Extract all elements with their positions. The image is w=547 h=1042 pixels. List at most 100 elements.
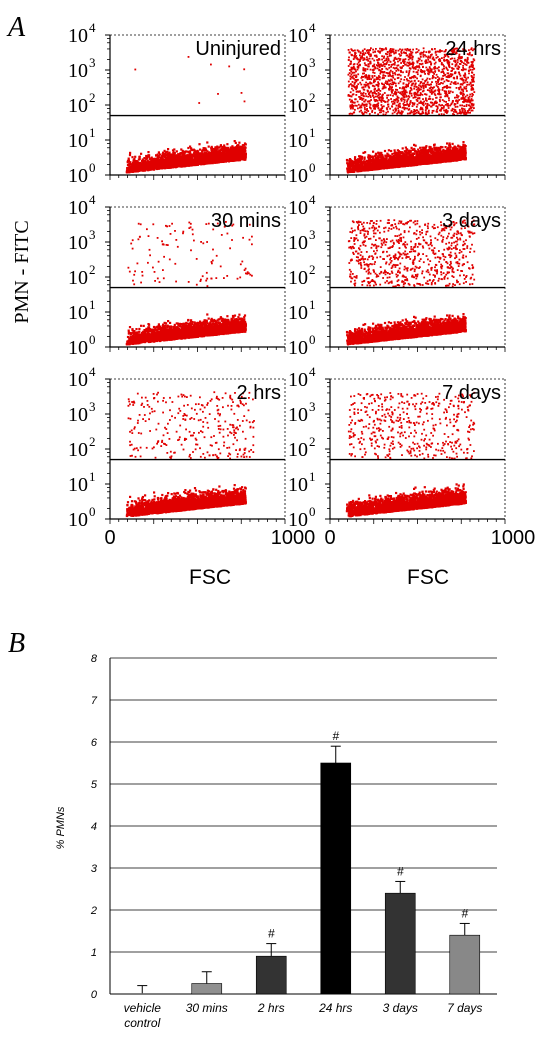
y-tick-exp: 0	[309, 332, 316, 347]
bar-category-label: 24 hrs	[318, 1001, 352, 1015]
y-tick-label: 10	[288, 95, 308, 117]
y-tick-exp: 3	[89, 55, 96, 70]
bar-y-tick-label: 6	[91, 737, 98, 749]
scatter-ylabel: PMN - FITC	[11, 220, 33, 323]
y-tick-label: 10	[288, 474, 308, 496]
y-tick-exp: 2	[89, 434, 96, 449]
y-tick-exp: 2	[309, 434, 316, 449]
y-tick-exp: 0	[89, 504, 96, 519]
y-tick-label: 10	[288, 509, 308, 531]
y-tick-label: 10	[288, 369, 308, 391]
y-tick-label: 10	[288, 439, 308, 461]
y-tick-exp: 3	[309, 227, 316, 242]
y-tick-label: 10	[68, 439, 88, 461]
bar-y-tick-label: 0	[91, 989, 98, 1001]
bar	[255, 955, 287, 995]
bar-y-tick-label: 2	[90, 905, 97, 917]
y-tick-exp: 4	[309, 364, 316, 379]
y-tick-exp: 4	[89, 364, 96, 379]
y-tick-exp: 1	[309, 125, 316, 140]
y-tick-exp: 3	[309, 399, 316, 414]
bar-y-tick-label: 3	[91, 863, 98, 875]
bar	[320, 762, 352, 995]
y-tick-exp: 4	[309, 20, 316, 35]
significance-marker: #	[461, 906, 468, 920]
bar-y-tick-label: 8	[91, 653, 98, 665]
y-tick-label: 10	[68, 267, 88, 289]
y-tick-label: 10	[68, 404, 88, 426]
y-tick-exp: 1	[309, 297, 316, 312]
y-tick-exp: 3	[309, 55, 316, 70]
significance-marker: #	[332, 729, 339, 743]
y-tick-exp: 3	[89, 227, 96, 242]
bar-category-label: 3 days	[383, 1001, 418, 1015]
y-tick-label: 10	[288, 25, 308, 47]
bar-y-tick-label: 5	[91, 779, 98, 791]
y-tick-label: 10	[68, 25, 88, 47]
y-tick-label: 10	[68, 232, 88, 254]
y-tick-label: 10	[68, 60, 88, 82]
bar-category-label: 30 mins	[186, 1001, 228, 1015]
y-tick-exp: 1	[89, 125, 96, 140]
y-tick-label: 10	[288, 232, 308, 254]
y-tick-label: 10	[68, 165, 88, 187]
y-tick-label: 10	[288, 165, 308, 187]
y-tick-exp: 2	[309, 90, 316, 105]
y-tick-label: 10	[68, 337, 88, 359]
y-tick-exp: 0	[89, 332, 96, 347]
scatter-panel-title: 24 hrs	[445, 38, 501, 60]
y-tick-label: 10	[288, 197, 308, 219]
y-tick-exp: 1	[89, 297, 96, 312]
bar-y-tick-label: 7	[91, 695, 98, 707]
scatter-dots	[125, 221, 253, 346]
scatter-dots	[345, 47, 476, 174]
y-tick-label: 10	[68, 302, 88, 324]
bar-y-tick-label: 1	[91, 947, 97, 959]
bar	[384, 892, 416, 995]
significance-marker: #	[268, 927, 275, 941]
x-tick-label: 1000	[271, 527, 316, 549]
bar-category-label: vehicle	[124, 1001, 162, 1015]
x-tick-label: 0	[104, 527, 115, 549]
x-tick-label: 0	[324, 527, 335, 549]
y-tick-label: 10	[288, 267, 308, 289]
y-tick-label: 10	[288, 404, 308, 426]
y-tick-label: 10	[68, 95, 88, 117]
bar-y-tick-label: 4	[91, 821, 97, 833]
y-tick-exp: 4	[309, 192, 316, 207]
scatter-panel-title: 30 mins	[211, 210, 281, 232]
y-tick-label: 10	[68, 369, 88, 391]
bar-category-label: 2 hrs	[257, 1001, 285, 1015]
significance-marker: #	[397, 864, 404, 878]
y-tick-label: 10	[68, 130, 88, 152]
scatter-dots	[345, 391, 476, 518]
y-tick-label: 10	[68, 474, 88, 496]
scatter-panel-title: 3 days	[442, 210, 501, 232]
y-tick-exp: 1	[309, 469, 316, 484]
y-tick-exp: 2	[309, 262, 316, 277]
panel-label-a: A	[6, 12, 26, 43]
scatter-panel-title: 2 hrs	[237, 382, 281, 404]
y-tick-exp: 0	[309, 504, 316, 519]
y-tick-exp: 3	[89, 399, 96, 414]
scatter-dots	[125, 56, 247, 174]
bar	[449, 934, 481, 995]
bar	[191, 983, 223, 995]
y-tick-label: 10	[288, 337, 308, 359]
bar-category-label: 7 days	[447, 1001, 482, 1015]
y-tick-label: 10	[288, 60, 308, 82]
y-tick-label: 10	[68, 509, 88, 531]
y-tick-exp: 1	[89, 469, 96, 484]
scatter-panel-title: 7 days	[442, 382, 501, 404]
y-tick-exp: 2	[89, 262, 96, 277]
bar-category-label: control	[124, 1016, 160, 1030]
